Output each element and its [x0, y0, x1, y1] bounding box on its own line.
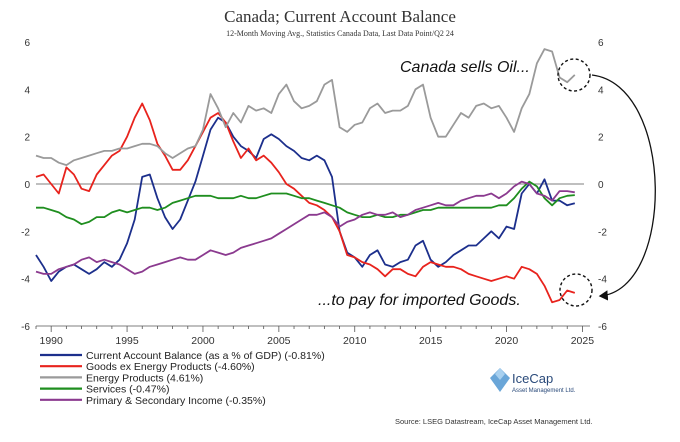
icecap-logo: IceCap Asset Management Ltd. — [490, 368, 576, 394]
chart-subtitle: 12-Month Moving Avg., Statistics Canada … — [226, 29, 454, 38]
logo-tagline: Asset Management Ltd. — [512, 388, 576, 394]
oil-highlight-circle — [557, 58, 591, 92]
source-note: Source: LSEG Datastream, IceCap Asset Ma… — [395, 417, 593, 426]
y-tick-label-right: 4 — [598, 85, 604, 96]
legend-label: Goods ex Energy Products (-4.60%) — [86, 361, 255, 373]
annotation-goods: ...to pay for imported Goods. — [318, 292, 521, 309]
legend-label: Current Account Balance (as a % of GDP) … — [86, 350, 325, 362]
series-line-1 — [35, 102, 576, 304]
y-tick-label-left: 0 — [24, 180, 30, 191]
x-tick-label: 2025 — [571, 335, 595, 347]
series-line-0 — [35, 116, 576, 282]
logo-name: IceCap — [512, 371, 553, 386]
y-tick-label-left: -2 — [21, 227, 30, 238]
y-tick-label-right: 6 — [598, 38, 604, 49]
x-tick-label: 2010 — [343, 335, 367, 347]
y-tick-label-left: -4 — [21, 275, 30, 286]
series-line-4 — [35, 180, 575, 275]
x-tick-label: 1990 — [39, 335, 63, 347]
annotation-oil: Canada sells Oil... — [400, 59, 530, 76]
legend-label: Services (-0.47%) — [86, 384, 169, 396]
series-line-2 — [35, 48, 576, 166]
chart-title: Canada; Current Account Balance — [224, 7, 456, 26]
y-axis-right: -6 -4 -2 0 2 4 6 — [598, 38, 607, 333]
x-axis: 1990 1995 2000 2005 2010 2015 2020 2025 — [35, 326, 595, 347]
x-tick-label: 2005 — [267, 335, 291, 347]
y-tick-label-right: 0 — [598, 180, 604, 191]
x-tick-label: 2015 — [419, 335, 443, 347]
logo-mark-highlight — [495, 368, 505, 380]
legend-label: Primary & Secondary Income (-0.35%) — [86, 395, 266, 407]
y-tick-label-right: 2 — [598, 133, 604, 144]
y-tick-label-right: -4 — [598, 275, 607, 286]
y-tick-label-right: -2 — [598, 227, 607, 238]
y-tick-label-left: -6 — [21, 322, 30, 333]
legend: Current Account Balance (as a % of GDP) … — [40, 350, 325, 407]
series-lines — [35, 48, 576, 304]
y-tick-label-left: 2 — [24, 133, 30, 144]
y-tick-label-left: 4 — [24, 85, 30, 96]
y-tick-label-left: 6 — [24, 38, 30, 49]
x-tick-label: 2020 — [495, 335, 519, 347]
x-tick-label: 1995 — [115, 335, 139, 347]
x-tick-label: 2000 — [191, 335, 215, 347]
flow-arrow — [591, 74, 656, 301]
goods-highlight-circle — [559, 273, 593, 307]
y-axis-left: -6 -4 -2 0 2 4 6 — [21, 38, 30, 333]
legend-label: Energy Products (4.61%) — [86, 372, 203, 384]
y-tick-label-right: -6 — [598, 322, 607, 333]
series-line-3 — [36, 180, 575, 226]
